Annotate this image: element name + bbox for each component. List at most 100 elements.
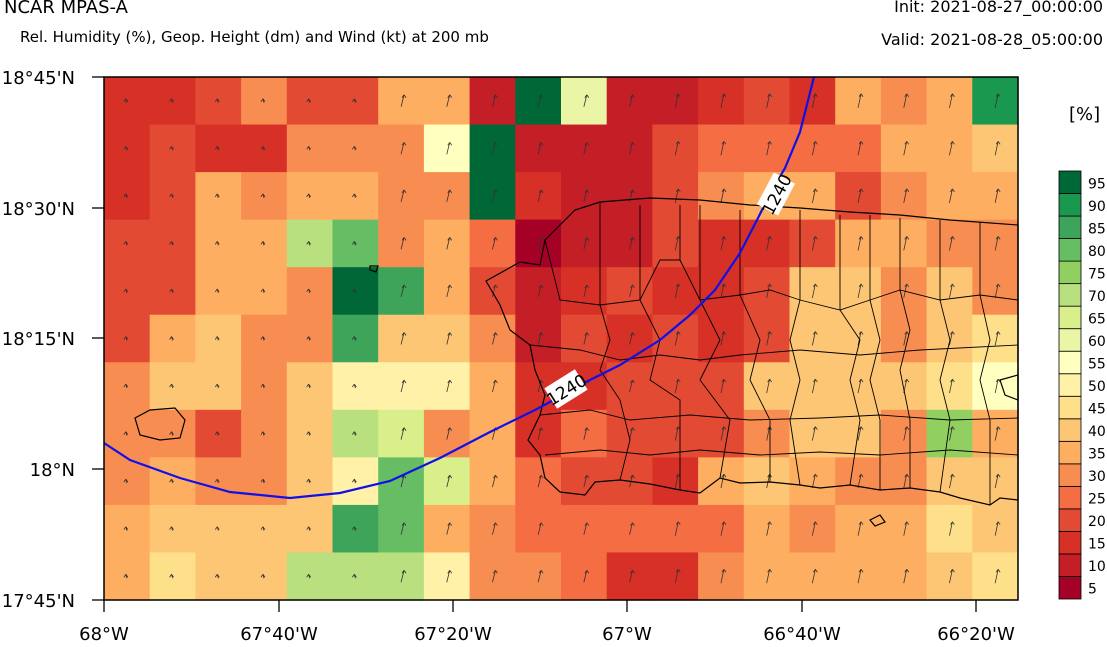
wind-arrow (306, 288, 311, 294)
wind-arrow (857, 283, 864, 299)
wind-arrow (583, 474, 590, 488)
wind-arrow (583, 94, 590, 107)
wind-arrow (994, 569, 1001, 584)
wind-arrow (123, 336, 129, 341)
wind-arrow (492, 474, 498, 488)
grid-cell (515, 124, 562, 173)
grid-cell (835, 409, 882, 458)
grid-cell (515, 267, 562, 316)
grid-cell (972, 409, 1019, 458)
mona-island (134, 407, 186, 441)
colorbar-label: 35 (1088, 447, 1106, 463)
valid-time: Valid: 2021-08-28_05:00:00 (881, 30, 1103, 49)
grid-cell (972, 124, 1019, 173)
grid-cell (835, 457, 882, 506)
wind-arrow (720, 569, 727, 584)
grid-cell (378, 504, 425, 554)
grid-cell (561, 504, 608, 554)
grid-cell (423, 267, 471, 316)
colorbar-swatch (1058, 305, 1082, 330)
wind-arrow (857, 331, 864, 346)
wind-arrow (260, 574, 266, 579)
wind-arrow (811, 188, 818, 203)
map-subtitle: Rel. Humidity (%), Geop. Height (dm) and… (20, 28, 489, 46)
colorbar-label: 70 (1088, 289, 1106, 305)
wind-arrow (169, 383, 174, 389)
wind-arrow (492, 189, 498, 202)
wind-arrow (446, 237, 453, 250)
grid-cell (972, 552, 1019, 601)
wind-arrow (903, 141, 910, 156)
wind-arrow (949, 283, 955, 299)
colorbar-label: 20 (1088, 514, 1106, 530)
grid-cell (743, 552, 791, 601)
grid-cell (606, 552, 653, 601)
wind-arrow (537, 427, 544, 440)
grid-cell (606, 219, 653, 268)
grid-cell (972, 314, 1019, 363)
grid-cell (652, 77, 699, 126)
grid-cell (515, 504, 562, 554)
wind-arrow (994, 378, 1001, 394)
grid-cell (423, 409, 471, 458)
grid-cell (835, 504, 882, 554)
humidity-grid (104, 77, 1019, 601)
wind-arrow (537, 522, 544, 535)
wind-arrow (214, 98, 220, 103)
wind-arrow (903, 236, 910, 251)
wind-arrow (629, 522, 635, 535)
grid-cell (698, 219, 745, 268)
wind-arrow (811, 378, 818, 394)
colorbar-swatch (1058, 350, 1082, 375)
grid-cell (926, 77, 973, 126)
grid-cell (698, 457, 745, 506)
wind-arrow (583, 570, 590, 583)
wind-arrow (766, 236, 772, 251)
wind-arrow (446, 142, 453, 155)
colorbar-label: 55 (1088, 356, 1106, 372)
wind-arrow (857, 188, 864, 203)
colorbar-label: 5 (1088, 582, 1097, 598)
grid-cell (789, 172, 836, 221)
wind-arrow (123, 431, 129, 436)
wind-arrow (446, 570, 453, 583)
wind-arrow (857, 141, 864, 156)
wind-arrow (169, 241, 174, 246)
wind-arrow (123, 146, 129, 151)
grid-cell (378, 77, 425, 126)
grid-cell (880, 362, 928, 411)
colorbar-label: 80 (1088, 244, 1106, 260)
grid-cell (423, 457, 471, 506)
wind-arrow (446, 427, 453, 440)
grid-cell (698, 267, 745, 316)
wind-arrow (857, 378, 864, 394)
grid-cell (606, 267, 653, 316)
y-tick-label: 18°45'N (2, 68, 75, 89)
grid-cell (423, 77, 471, 126)
wind-arrow (260, 146, 266, 151)
grid-cell (880, 552, 928, 601)
colorbar-swatch (1058, 485, 1082, 510)
wind-arrow (169, 288, 174, 294)
wind-arrow (674, 521, 681, 536)
grid-cell (469, 552, 516, 601)
wind-arrow (766, 569, 772, 584)
contour-label-bg-2 (756, 172, 796, 216)
wind-arrow (720, 521, 727, 536)
wind-arrow (214, 383, 220, 389)
wind-arrow (352, 478, 357, 484)
grid-cell (469, 77, 516, 126)
wind-arrow (352, 574, 357, 579)
grid-cell (926, 172, 973, 221)
wind-arrow (214, 241, 220, 246)
colorbar-swatch (1058, 576, 1082, 600)
y-tick-label: 18°15'N (2, 329, 75, 350)
wind-arrow (123, 98, 129, 103)
wind-arrow (949, 93, 955, 108)
grid-cell (515, 219, 562, 268)
grid-cell (743, 124, 791, 173)
wind-arrow (214, 193, 220, 198)
wind-arrow (811, 426, 818, 441)
wind-arrow (903, 331, 910, 346)
wind-arrow (169, 98, 174, 103)
